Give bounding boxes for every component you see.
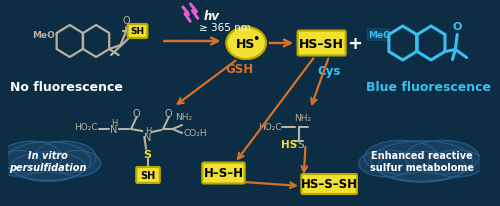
Text: +: + xyxy=(347,35,362,53)
Ellipse shape xyxy=(54,151,100,176)
Text: MeO: MeO xyxy=(368,31,391,40)
Text: Enhanced reactive
sulfur metabolome: Enhanced reactive sulfur metabolome xyxy=(370,150,474,172)
Text: O: O xyxy=(165,109,172,118)
Text: ≥ 365 nm: ≥ 365 nm xyxy=(199,23,251,33)
FancyBboxPatch shape xyxy=(367,29,390,41)
Ellipse shape xyxy=(364,141,438,174)
Ellipse shape xyxy=(11,152,85,181)
Ellipse shape xyxy=(405,141,479,174)
Text: N: N xyxy=(110,124,117,134)
Text: MeO: MeO xyxy=(32,30,55,39)
Text: HS–SH: HS–SH xyxy=(299,37,344,50)
Text: S: S xyxy=(143,149,151,159)
Text: NH₂: NH₂ xyxy=(176,113,192,122)
Text: HS: HS xyxy=(282,139,298,149)
Text: O: O xyxy=(452,21,462,31)
Text: HS: HS xyxy=(236,38,255,51)
FancyBboxPatch shape xyxy=(298,31,346,56)
Text: In vitro
persulfidation: In vitro persulfidation xyxy=(10,150,87,172)
Text: Blue fluorescence: Blue fluorescence xyxy=(366,81,490,94)
Text: O: O xyxy=(122,16,130,26)
Text: O: O xyxy=(133,109,140,118)
Text: HO₂C: HO₂C xyxy=(258,123,282,132)
Ellipse shape xyxy=(34,142,96,174)
Text: HS–S–SH: HS–S–SH xyxy=(300,178,358,191)
Text: CO₂H: CO₂H xyxy=(184,129,207,138)
FancyBboxPatch shape xyxy=(302,174,357,194)
FancyBboxPatch shape xyxy=(128,25,148,39)
Ellipse shape xyxy=(371,141,472,181)
Text: H: H xyxy=(111,119,117,128)
Text: GSH: GSH xyxy=(226,63,254,76)
Text: Cys: Cys xyxy=(318,65,341,78)
Text: H: H xyxy=(145,127,151,136)
Text: hv: hv xyxy=(204,9,220,22)
Ellipse shape xyxy=(0,142,62,174)
Ellipse shape xyxy=(429,150,484,177)
Text: •: • xyxy=(252,32,260,45)
Text: N: N xyxy=(144,132,152,142)
Text: NH₂: NH₂ xyxy=(294,114,312,123)
FancyBboxPatch shape xyxy=(136,167,160,183)
Ellipse shape xyxy=(6,142,90,180)
Ellipse shape xyxy=(0,151,42,176)
Text: SH: SH xyxy=(140,170,156,180)
Ellipse shape xyxy=(359,150,414,177)
Text: HO₂C: HO₂C xyxy=(74,123,98,132)
Text: SH: SH xyxy=(130,27,144,36)
Ellipse shape xyxy=(377,152,466,182)
Ellipse shape xyxy=(226,28,266,60)
Text: H–S–H: H–S–H xyxy=(204,167,244,180)
FancyBboxPatch shape xyxy=(202,163,244,184)
Text: No fluorescence: No fluorescence xyxy=(10,81,124,94)
Text: S: S xyxy=(298,139,304,149)
